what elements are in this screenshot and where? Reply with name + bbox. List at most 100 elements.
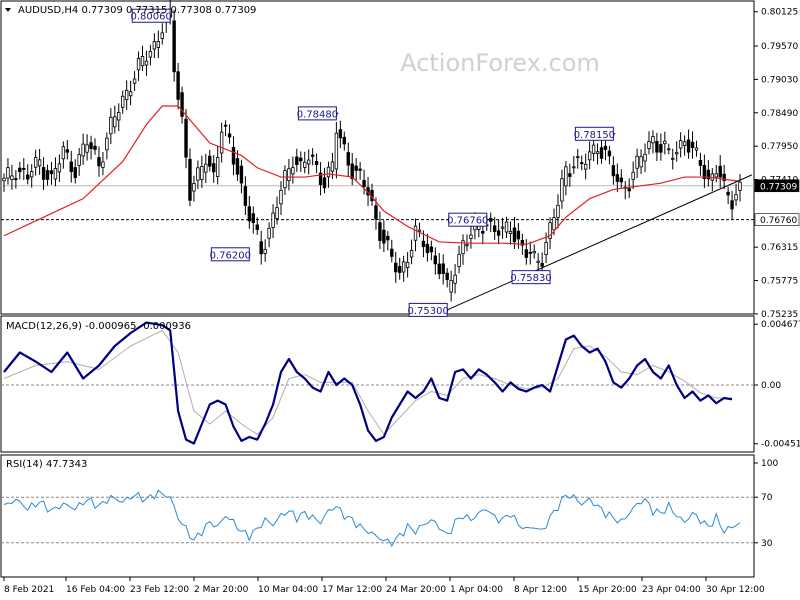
price-annotation: 0.76200 (210, 247, 251, 261)
macd-series-macd (3, 321, 733, 445)
rsi-tick-label: 30 (761, 539, 773, 549)
rsi-line (3, 489, 741, 548)
candle (627, 178, 631, 199)
time-tick-label: 23 Feb 12:00 (130, 585, 189, 595)
candle (714, 164, 718, 183)
candle (156, 30, 161, 59)
candle (53, 157, 58, 187)
candle (496, 219, 501, 245)
macd-axis: 0.004677 0.00 -0.004519 (754, 320, 800, 450)
candle (2, 173, 6, 192)
candle (587, 141, 592, 170)
time-tick-label: 24 Mar 20:00 (386, 585, 446, 595)
candle (136, 51, 141, 81)
candle (504, 216, 509, 238)
candle (196, 160, 200, 190)
candle (65, 139, 70, 160)
candle (113, 105, 117, 134)
candle (449, 270, 453, 302)
candle (263, 239, 267, 262)
price-annotation: 0.76760 (447, 212, 489, 227)
candle (718, 155, 722, 188)
candle (303, 151, 307, 174)
macd-series-signal (3, 329, 733, 435)
candle (243, 176, 248, 215)
macd-panel-frame (0, 315, 755, 453)
candle (358, 162, 362, 180)
svg-text:0.78480: 0.78480 (297, 109, 338, 120)
price-tick-label: 0.75775 (761, 277, 798, 287)
candle (283, 165, 287, 195)
candle (69, 150, 73, 183)
price-plot: 0.80060 0.78480 0.78150 0.76760 0.76200 0.758… (1, 0, 754, 317)
candle (390, 239, 394, 263)
time-tick-label: 23 Apr 04:00 (642, 585, 701, 595)
candle (267, 222, 271, 248)
candle (279, 181, 283, 215)
candle (148, 44, 153, 66)
svg-text:0.78150: 0.78150 (574, 130, 615, 141)
candle (326, 161, 331, 188)
candle (405, 252, 410, 278)
candle (698, 152, 703, 176)
candle (188, 148, 192, 207)
candle (667, 143, 671, 155)
candle (524, 239, 529, 265)
candle (397, 257, 402, 280)
candle (109, 108, 113, 145)
rsi-plot (1, 489, 754, 548)
candle (255, 217, 259, 235)
candle (140, 45, 145, 71)
candle (441, 254, 445, 285)
time-tick-label: 16 Feb 04:00 (66, 585, 125, 595)
candle (10, 164, 14, 190)
candle (184, 108, 188, 169)
candle (346, 142, 350, 177)
candle (121, 90, 125, 114)
price-tick-label: 0.76315 (761, 243, 798, 253)
candle (172, 9, 176, 82)
candle (291, 156, 295, 184)
price-annotation: 0.75830 (510, 270, 552, 285)
candle (686, 129, 691, 159)
candle (611, 156, 616, 185)
candle (251, 206, 255, 234)
candle (219, 122, 224, 163)
candle (492, 217, 497, 240)
svg-text:0.77309: 0.77309 (760, 182, 797, 192)
candle (26, 164, 30, 185)
candle (726, 186, 730, 205)
candle (639, 149, 643, 175)
candle (117, 103, 121, 132)
price-panel-frame (0, 0, 755, 315)
candle (738, 174, 742, 202)
candle (631, 161, 635, 190)
candle (208, 149, 212, 172)
candle (651, 130, 655, 154)
candle (180, 86, 184, 124)
rsi-axis: 100 70 30 (754, 459, 778, 549)
price-axis: 0.801250.795700.790300.784900.779500.774… (754, 8, 800, 320)
candle (528, 241, 532, 265)
candle (401, 255, 406, 282)
candle (469, 224, 473, 249)
candle (374, 197, 378, 230)
time-tick-label: 1 Apr 04:00 (450, 585, 503, 595)
candle (160, 23, 164, 45)
trendline (446, 174, 753, 311)
candle (635, 148, 639, 179)
candle (382, 220, 386, 253)
level-price-tag: 0.76760 (754, 213, 800, 226)
candle (607, 145, 612, 165)
candle (730, 190, 734, 220)
candle (576, 148, 580, 169)
candle (694, 140, 699, 157)
candle (37, 148, 42, 175)
rsi-tick-label: 100 (761, 459, 778, 469)
menu-triangle-icon[interactable] (5, 8, 11, 12)
time-tick-label: 8 Apr 12:00 (514, 585, 567, 595)
price-tick-label: 0.77950 (761, 142, 798, 152)
candle (287, 158, 291, 191)
candle (394, 251, 398, 283)
